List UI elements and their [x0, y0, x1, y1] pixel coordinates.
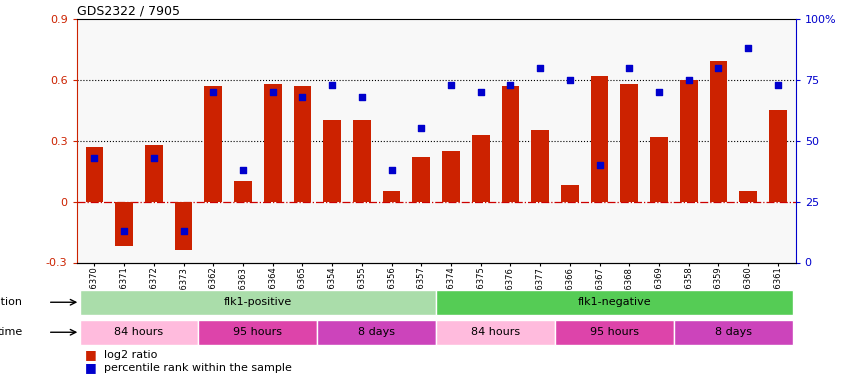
Point [207, 89, 220, 95]
Bar [561, 185, 579, 202]
Point [88, 154, 101, 160]
Text: 95 hours: 95 hours [233, 327, 283, 337]
Bar [383, 191, 401, 202]
Point [237, 167, 250, 173]
Point [771, 82, 785, 88]
Point [325, 82, 339, 88]
Point [711, 64, 725, 70]
Point [117, 228, 131, 234]
Point [593, 162, 607, 168]
Bar [436, 320, 555, 345]
Bar [85, 147, 103, 202]
Bar [471, 135, 489, 202]
Point [563, 77, 577, 83]
Bar [769, 110, 787, 202]
Bar [115, 202, 133, 246]
Text: 84 hours: 84 hours [471, 327, 520, 337]
Bar [555, 320, 674, 345]
Text: 8 days: 8 days [715, 327, 751, 337]
Bar [501, 86, 519, 202]
Bar [442, 151, 460, 202]
Bar [591, 76, 608, 202]
Point [682, 77, 695, 83]
Bar [680, 80, 698, 202]
Point [444, 82, 458, 88]
Bar [317, 320, 436, 345]
Bar [620, 84, 638, 202]
Text: 8 days: 8 days [358, 327, 395, 337]
Point [295, 94, 309, 100]
Text: genotype/variation: genotype/variation [0, 297, 23, 307]
Bar [323, 120, 341, 202]
Point [652, 89, 665, 95]
Text: 95 hours: 95 hours [590, 327, 639, 337]
Bar [353, 120, 371, 202]
Text: flk1-negative: flk1-negative [578, 297, 651, 307]
Bar [740, 191, 757, 202]
Text: log2 ratio: log2 ratio [104, 350, 157, 360]
Bar [79, 290, 436, 315]
Bar [204, 86, 222, 202]
Point [177, 228, 191, 234]
Point [355, 94, 368, 100]
Bar [198, 320, 317, 345]
Text: 84 hours: 84 hours [114, 327, 163, 337]
Point [504, 82, 517, 88]
Text: percentile rank within the sample: percentile rank within the sample [104, 363, 292, 373]
Point [147, 154, 161, 160]
Text: ■: ■ [85, 361, 97, 374]
Bar [436, 290, 793, 315]
Bar [174, 202, 192, 250]
Bar [145, 145, 163, 202]
Bar [79, 320, 198, 345]
Bar [294, 86, 311, 202]
Point [414, 125, 428, 132]
Text: GDS2322 / 7905: GDS2322 / 7905 [77, 4, 180, 18]
Point [266, 89, 279, 95]
Text: flk1-positive: flk1-positive [224, 297, 292, 307]
Bar [234, 181, 252, 202]
Text: ■: ■ [85, 348, 97, 361]
Bar [264, 84, 282, 202]
Bar [710, 62, 728, 202]
Point [622, 64, 636, 70]
Point [534, 64, 547, 70]
Point [741, 45, 755, 51]
Bar [650, 136, 668, 202]
Bar [413, 157, 431, 202]
Bar [674, 320, 793, 345]
Point [474, 89, 488, 95]
Bar [531, 130, 549, 202]
Point [385, 167, 398, 173]
Text: time: time [0, 327, 23, 337]
